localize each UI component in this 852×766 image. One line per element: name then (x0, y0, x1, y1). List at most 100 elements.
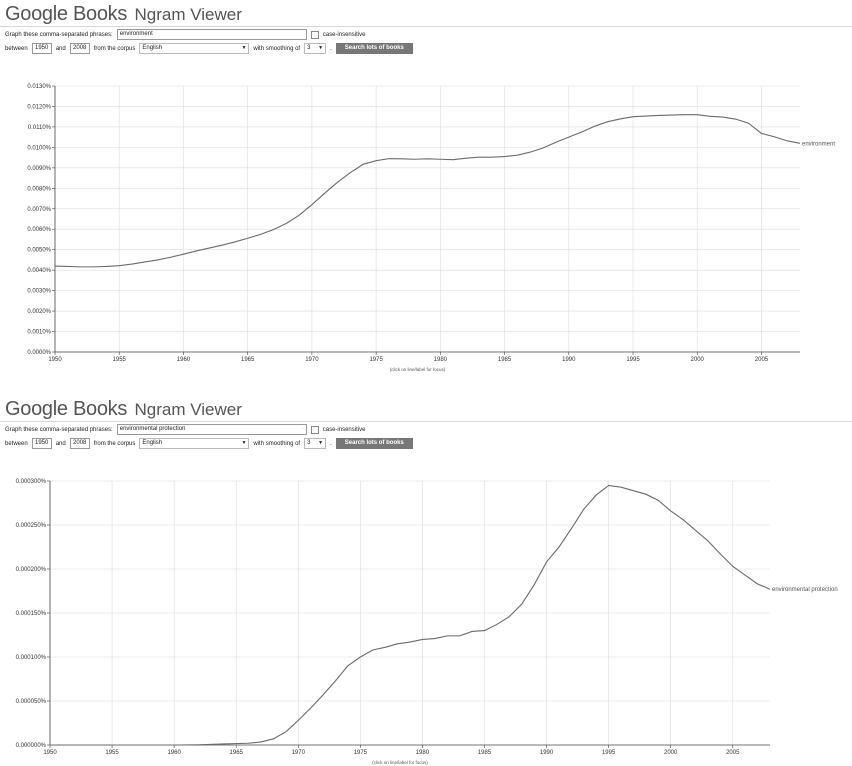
logo-books-text: Books (72, 3, 128, 25)
series-label: environment (802, 141, 835, 147)
x-tick-label: 2000 (664, 750, 678, 756)
chevron-down-icon: ▼ (318, 440, 324, 446)
x-tick-label: 1975 (369, 357, 383, 363)
ngram-panel-environmental-protection: Google Books Ngram Viewer Graph these co… (0, 395, 852, 766)
plot-area: 1950 1955 1960 1965 1970 1975 1980 1985 1990 1995… (16, 479, 838, 765)
and-label: and (55, 45, 66, 52)
x-tick-label: 2000 (691, 357, 705, 363)
x-tick-label: 1955 (105, 750, 119, 756)
smoothing-select[interactable]: 3 ▼ (304, 438, 327, 449)
corpus-value: English (142, 440, 163, 446)
chart-note: (click on line/label for focus) (390, 367, 446, 372)
x-tick-label: 1965 (241, 357, 255, 363)
smoothing-value: 3 (307, 45, 311, 51)
between-label: between (5, 45, 28, 52)
ngram-chart[interactable]: 1950 1955 1960 1965 1970 1975 1980 1985 1990 1995… (0, 0, 852, 383)
corpus-value: English (142, 45, 163, 51)
y-tick-label: 0.0070% (27, 207, 51, 213)
x-tick-label: 1985 (498, 357, 512, 363)
ngram-chart[interactable]: 1950 1955 1960 1965 1970 1975 1980 1985 1990 1995… (0, 395, 852, 766)
y-tick-label: 0.0040% (27, 268, 51, 274)
options-row: between 1950 and 2008 from the corpus En… (5, 438, 413, 449)
phrases-label: Graph these comma-separated phrases: (5, 426, 113, 433)
app-name: Ngram Viewer (134, 5, 242, 24)
smoothing-value: 3 (307, 440, 311, 446)
y-tick-label: 0.000050% (16, 699, 47, 705)
chevron-down-icon: ▼ (241, 440, 247, 446)
x-tick-label: 1990 (562, 357, 576, 363)
y-tick-label: 0.000250% (16, 523, 47, 529)
logo-google-text: Google (5, 3, 68, 25)
y-tick-label: 0.0050% (27, 248, 51, 254)
y-tick-label: 0.0060% (27, 227, 51, 233)
header-divider (0, 26, 852, 27)
search-button[interactable]: Search lots of books (335, 43, 413, 54)
ngram-panel-environment: Google Books Ngram Viewer Graph these co… (0, 0, 852, 383)
logo-google-text: Google (5, 398, 68, 420)
y-tick-label: 0.000000% (16, 743, 47, 749)
y-tick-label: 0.000200% (16, 567, 47, 573)
y-tick-label: 0.0000% (27, 350, 51, 356)
corpus-label: from the corpus (93, 45, 136, 52)
x-tick-label: 1965 (230, 750, 244, 756)
case-insensitive-label: case-insensitive (322, 31, 366, 38)
app-name: Ngram Viewer (134, 400, 242, 419)
corpus-label: from the corpus (93, 440, 136, 447)
phrase-row: Graph these comma-separated phrases: env… (5, 29, 365, 40)
options-row: between 1950 and 2008 from the corpus En… (5, 43, 413, 54)
end-year-input[interactable]: 2008 (69, 438, 90, 449)
search-button[interactable]: Search lots of books (335, 438, 413, 449)
google-books-logo[interactable]: Google Books (5, 398, 127, 420)
y-tick-label: 0.0120% (27, 104, 51, 110)
clear-input-icon[interactable]: · (301, 426, 304, 432)
x-tick-label: 1980 (416, 750, 430, 756)
phrases-input[interactable]: environment (116, 29, 307, 40)
x-tick-label: 1990 (540, 750, 554, 756)
start-year-input[interactable]: 1950 (31, 438, 52, 449)
phrases-label: Graph these comma-separated phrases: (5, 31, 113, 38)
phrases-input-value: environment (119, 31, 153, 37)
period-text: . (330, 440, 332, 447)
x-tick-label: 1950 (43, 750, 57, 756)
y-tick-label: 0.0100% (27, 145, 51, 151)
y-tick-label: 0.0110% (28, 125, 52, 131)
between-label: between (5, 440, 28, 447)
phrases-input[interactable]: environmental protection · (116, 424, 307, 435)
series-line (50, 484, 771, 746)
y-tick-label: 0.0020% (27, 309, 51, 315)
period-text: . (330, 45, 332, 52)
x-tick-label: 1950 (48, 357, 62, 363)
x-tick-label: 1960 (167, 750, 181, 756)
plot-area: 1950 1955 1960 1965 1970 1975 1980 1985 1990 1995… (27, 84, 835, 372)
x-tick-label: 1995 (626, 357, 640, 363)
smoothing-select[interactable]: 3 ▼ (304, 43, 327, 54)
smoothing-label: with smoothing of (253, 45, 301, 52)
case-insensitive-checkbox[interactable] (310, 425, 319, 434)
header: Google Books Ngram Viewer (5, 398, 242, 420)
x-tick-label: 2005 (726, 750, 740, 756)
x-tick-label: 1970 (305, 357, 319, 363)
start-year-input[interactable]: 1950 (31, 43, 52, 54)
x-tick-label: 1995 (602, 750, 616, 756)
case-insensitive-checkbox[interactable] (310, 30, 319, 39)
y-tick-label: 0.000300% (16, 479, 47, 485)
y-tick-label: 0.0080% (27, 186, 51, 192)
google-books-logo[interactable]: Google Books (5, 3, 127, 25)
case-insensitive-label: case-insensitive (322, 426, 366, 433)
series-line (54, 114, 801, 268)
x-tick-label: 1970 (292, 750, 306, 756)
x-tick-label: 1975 (354, 750, 368, 756)
and-label: and (55, 440, 66, 447)
end-year-input[interactable]: 2008 (69, 43, 90, 54)
y-tick-label: 0.0090% (27, 166, 51, 172)
header: Google Books Ngram Viewer (5, 3, 242, 25)
series-label: environmental protection (772, 587, 838, 593)
x-tick-label: 1960 (177, 357, 191, 363)
phrases-input-value: environmental protection (119, 426, 186, 432)
x-tick-label: 1985 (478, 750, 492, 756)
x-tick-label: 1955 (113, 357, 127, 363)
corpus-select[interactable]: English ▼ (139, 43, 250, 54)
phrase-row: Graph these comma-separated phrases: env… (5, 424, 365, 435)
y-tick-label: 0.000150% (16, 611, 47, 617)
corpus-select[interactable]: English ▼ (139, 438, 250, 449)
